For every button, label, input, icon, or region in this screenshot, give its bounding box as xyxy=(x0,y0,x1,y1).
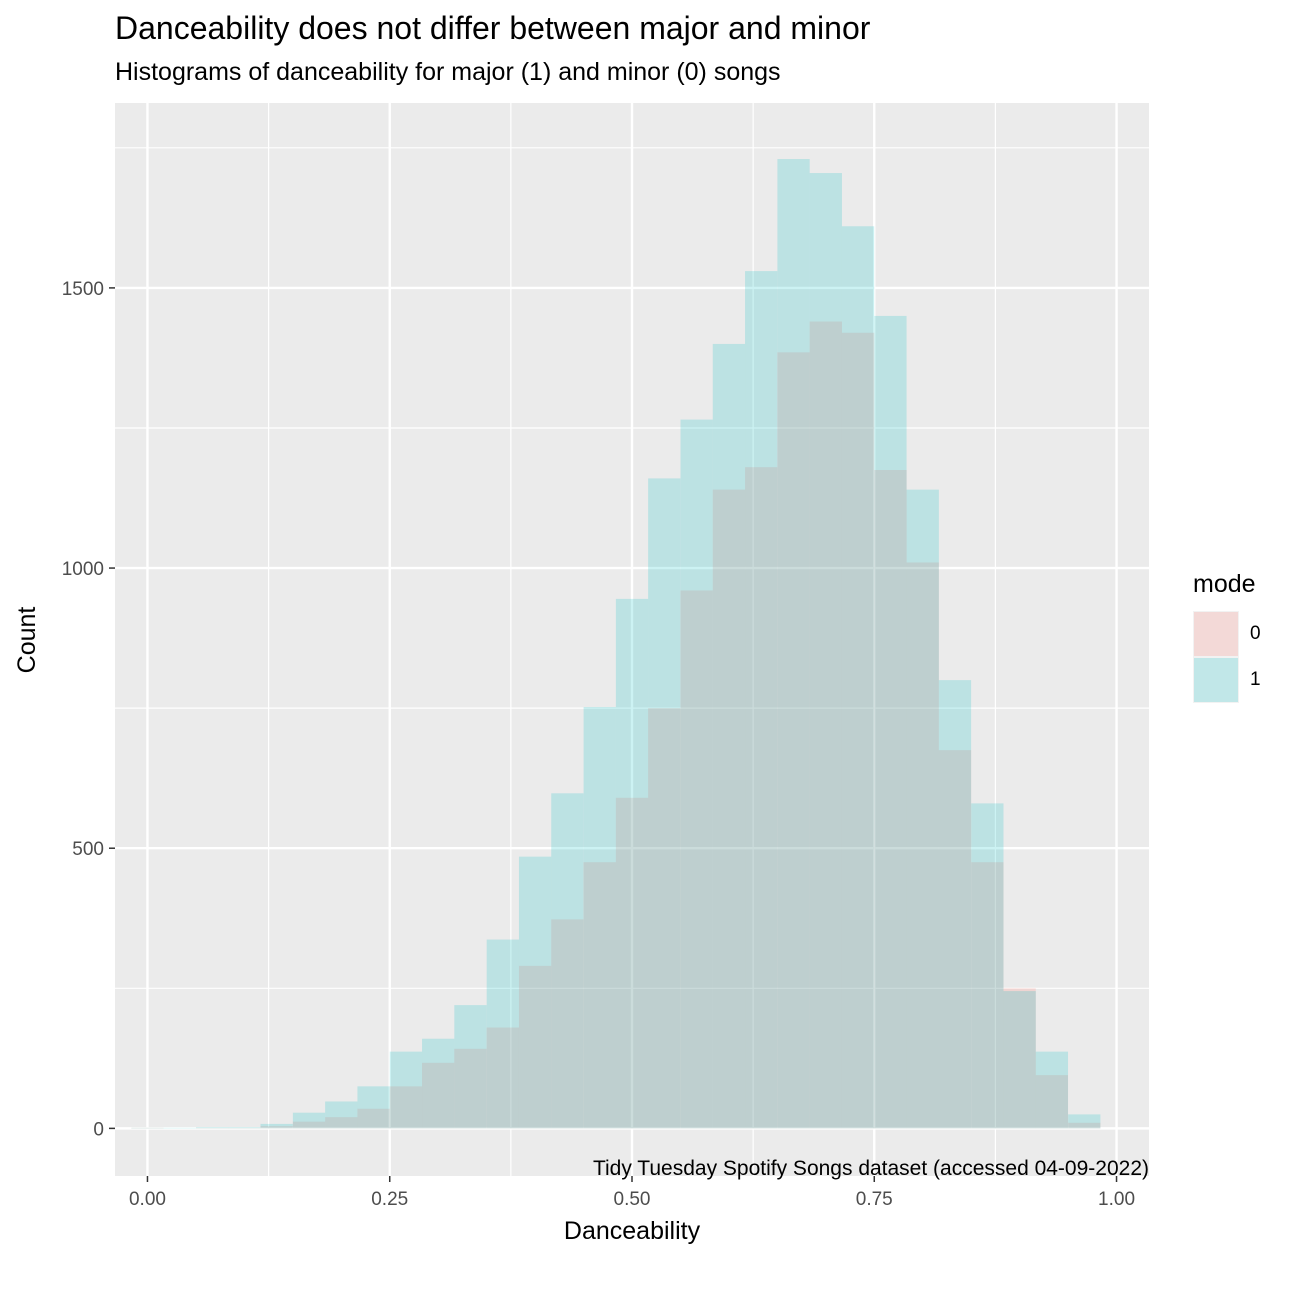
chart-title: Danceability does not differ between maj… xyxy=(115,10,871,46)
y-tick-label: 1000 xyxy=(62,559,104,580)
bar-mode-0 xyxy=(518,965,552,1129)
y-tick-label: 0 xyxy=(93,1119,104,1140)
bar-mode-1 xyxy=(712,343,746,1129)
bar-mode-1 xyxy=(583,707,616,1129)
histogram-bars xyxy=(131,159,1101,1129)
bar-mode-0 xyxy=(131,1127,164,1129)
legend-item-1: 1 xyxy=(1193,657,1261,703)
legend-title: mode xyxy=(1193,570,1256,598)
bar-mode-1 xyxy=(260,1123,293,1129)
x-tick-label: 0.25 xyxy=(371,1189,408,1210)
bar-mode-1 xyxy=(1068,1114,1101,1129)
bar-mode-1 xyxy=(938,680,972,1129)
legend-item-0: 0 xyxy=(1193,611,1261,657)
bar-mode-1 xyxy=(971,803,1004,1129)
bar-mode-0 xyxy=(260,1126,293,1129)
bar-mode-0 xyxy=(454,1048,487,1129)
legend-label-0: 0 xyxy=(1250,623,1261,644)
major-gridlines xyxy=(115,103,1149,1176)
bar-mode-0 xyxy=(745,467,778,1129)
bar-mode-0 xyxy=(680,590,713,1129)
x-tick-label: 0.50 xyxy=(614,1189,651,1210)
x-tick-label: 1.00 xyxy=(1098,1189,1135,1210)
bar-mode-1 xyxy=(777,159,810,1129)
bar-mode-1 xyxy=(1003,991,1036,1129)
bar-mode-0 xyxy=(906,562,939,1129)
bar-mode-1 xyxy=(389,1051,423,1129)
legend: mode 0 1 xyxy=(1193,570,1261,703)
bar-mode-0 xyxy=(777,352,810,1129)
bar-mode-0 xyxy=(1068,1122,1101,1129)
bar-mode-1 xyxy=(809,173,842,1129)
chart-subtitle: Histograms of danceability for major (1)… xyxy=(115,58,781,86)
bar-mode-1 xyxy=(551,793,584,1129)
bar-mode-1 xyxy=(648,478,681,1129)
bar-mode-1 xyxy=(615,598,649,1129)
bar-mode-0 xyxy=(551,919,584,1129)
y-axis-label: Count xyxy=(13,607,41,674)
legend-key-1 xyxy=(1193,657,1239,703)
y-tick-label: 1500 xyxy=(62,279,104,300)
x-tick-label: 0.75 xyxy=(856,1189,893,1210)
bar-mode-1 xyxy=(454,1005,487,1129)
bar-mode-1 xyxy=(1035,1051,1069,1129)
bar-mode-1 xyxy=(228,1127,261,1129)
bar-mode-0 xyxy=(841,332,875,1129)
x-axis-label: Danceability xyxy=(564,1217,701,1245)
bar-mode-0 xyxy=(325,1117,358,1129)
bar-mode-0 xyxy=(874,470,907,1129)
bar-mode-1 xyxy=(518,856,552,1129)
bar-mode-0 xyxy=(809,321,842,1129)
x-tick-label: 0.00 xyxy=(129,1189,166,1210)
bar-mode-0 xyxy=(195,1127,229,1129)
y-tick-label: 500 xyxy=(72,839,104,860)
bar-mode-1 xyxy=(906,489,939,1129)
bar-mode-0 xyxy=(971,862,1004,1129)
bar-mode-0 xyxy=(486,1027,519,1129)
bar-mode-1 xyxy=(745,271,778,1129)
bar-mode-1 xyxy=(163,1127,196,1129)
bar-mode-0 xyxy=(422,1062,455,1129)
bar-mode-0 xyxy=(1003,988,1036,1129)
series-1 xyxy=(131,159,1101,1129)
bar-mode-0 xyxy=(357,1108,390,1129)
bar-mode-1 xyxy=(325,1101,358,1129)
bar-mode-1 xyxy=(292,1112,326,1129)
bar-mode-1 xyxy=(874,315,907,1129)
bar-mode-0 xyxy=(1035,1075,1069,1129)
legend-key-0 xyxy=(1193,611,1239,657)
bar-mode-1 xyxy=(486,939,519,1129)
chart-caption: Tidy Tuesday Spotify Songs dataset (acce… xyxy=(592,1157,1149,1180)
bar-mode-0 xyxy=(938,750,972,1129)
bar-mode-1 xyxy=(357,1086,390,1129)
bar-mode-0 xyxy=(389,1086,423,1129)
bar-mode-0 xyxy=(615,797,649,1129)
bar-mode-1 xyxy=(195,1127,229,1129)
axes: 0.00 0.25 0.50 0.75 1.00 0 500 1000 1500 xyxy=(62,279,1135,1210)
bar-mode-0 xyxy=(292,1121,326,1129)
bar-mode-0 xyxy=(648,708,681,1129)
bar-mode-1 xyxy=(131,1127,164,1129)
series-0 xyxy=(131,321,1101,1129)
bar-mode-1 xyxy=(841,226,875,1129)
bar-mode-1 xyxy=(680,419,713,1129)
bar-mode-0 xyxy=(712,489,746,1129)
bar-mode-1 xyxy=(422,1038,455,1129)
bar-mode-0 xyxy=(583,862,616,1129)
bar-mode-0 xyxy=(228,1127,261,1129)
legend-label-1: 1 xyxy=(1250,669,1261,690)
